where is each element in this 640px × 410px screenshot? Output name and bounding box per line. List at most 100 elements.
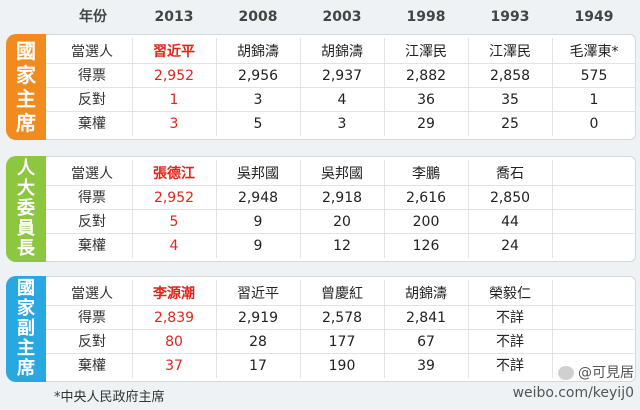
table-cell	[552, 330, 636, 354]
table-row: 反對 5 9 20 200 44	[46, 210, 636, 234]
table-cell: 2,956	[237, 68, 279, 84]
section-npc-chairman: 人 大 委 員 長 當選人 張德江 吳邦國 吳邦國 李鵬 喬石 得票 2,952…	[0, 156, 640, 262]
table-cell	[552, 162, 636, 186]
table-cell: 2,882	[405, 68, 447, 84]
section-title-char: 國	[17, 278, 35, 299]
table-header: 年份 2013 2008 2003 1998 1993 1949	[0, 4, 640, 30]
table-cell	[552, 306, 636, 330]
section-title-char: 家	[16, 63, 36, 87]
table-cell: 李鵬	[412, 166, 440, 182]
section-panel: 當選人 張德江 吳邦國 吳邦國 李鵬 喬石 得票 2,952 2,948 2,9…	[46, 156, 636, 262]
table-row: 當選人 張德江 吳邦國 吳邦國 李鵬 喬石	[46, 162, 636, 186]
section-title-char: 席	[17, 358, 35, 379]
watermark-handle: @可見居	[578, 365, 634, 381]
watermark: @可見居 weibo.com/keyij0	[513, 363, 634, 403]
section-title-char: 席	[16, 111, 36, 135]
table-cell: 3	[253, 92, 263, 108]
table-cell	[552, 210, 636, 234]
table-cell: 1	[169, 92, 179, 108]
table-cell: 67	[417, 334, 435, 350]
weibo-logo-icon	[558, 366, 574, 380]
table-cell: 9	[253, 238, 263, 254]
row-label: 棄權	[78, 358, 106, 374]
table-cell: 126	[412, 238, 440, 254]
table-cell: 江澤民	[489, 44, 531, 60]
table-cell: 2,919	[237, 310, 279, 326]
section-title-char: 委	[17, 198, 35, 219]
footnote: *中央人民政府主席	[54, 390, 165, 405]
table-row: 得票 2,952 2,956 2,937 2,882 2,858 575	[46, 64, 636, 88]
table-cell	[552, 282, 636, 306]
table-cell: 28	[249, 334, 267, 350]
section-title-npc-chairman: 人 大 委 員 長	[6, 156, 46, 262]
header-year: 年份	[79, 9, 107, 25]
table-cell: 35	[501, 92, 519, 108]
section-title-char: 副	[17, 318, 35, 339]
table-row: 當選人 習近平 胡錦濤 胡錦濤 江澤民 江澤民 毛澤東*	[46, 40, 636, 64]
table-cell	[552, 234, 636, 258]
table-cell: 24	[501, 238, 519, 254]
table-cell: 榮毅仁	[489, 286, 531, 302]
header-1993: 1993	[490, 9, 530, 25]
row-label: 棄權	[78, 238, 106, 254]
table-cell: 2,948	[237, 190, 279, 206]
table-cell: 喬石	[496, 166, 524, 182]
table-cell: 吳邦國	[321, 166, 363, 182]
header-2013: 2013	[154, 9, 194, 25]
row-label: 反對	[78, 334, 106, 350]
table-cell: 2,839	[153, 310, 195, 326]
section-title-char: 大	[17, 178, 35, 199]
table-cell: 江澤民	[405, 44, 447, 60]
table-cell: 190	[328, 358, 356, 374]
section-title-president: 國 家 主 席	[6, 34, 46, 140]
table-cell: 不詳	[496, 358, 524, 374]
table-row: 反對 80 28 177 67 不詳	[46, 330, 636, 354]
table-cell: 2,841	[405, 310, 447, 326]
table-cell: 80	[165, 334, 183, 350]
table-row: 棄權 4 9 12 126 24	[46, 234, 636, 258]
section-title-char: 主	[17, 338, 35, 359]
table-row: 得票 2,952 2,948 2,918 2,616 2,850	[46, 186, 636, 210]
table-cell: 575	[580, 68, 608, 84]
header-1998: 1998	[406, 9, 446, 25]
table-cell: 張德江	[153, 166, 195, 182]
section-title-char: 員	[17, 218, 35, 239]
table-cell: 36	[417, 92, 435, 108]
table-cell: 李源潮	[153, 286, 195, 302]
table-row: 當選人 李源潮 習近平 曾慶紅 胡錦濤 榮毅仁	[46, 282, 636, 306]
table-cell: 胡錦濤	[237, 44, 279, 60]
table-cell: 25	[501, 116, 519, 132]
table-cell: 3	[169, 116, 179, 132]
table-cell: 不詳	[496, 334, 524, 350]
table-cell	[552, 186, 636, 210]
section-title-char: 家	[17, 298, 35, 319]
row-label: 反對	[78, 92, 106, 108]
table-cell: 29	[417, 116, 435, 132]
section-president: 國 家 主 席 當選人 習近平 胡錦濤 胡錦濤 江澤民 江澤民 毛澤東* 得票 …	[0, 34, 640, 140]
table-cell: 吳邦國	[237, 166, 279, 182]
table-cell: 胡錦濤	[321, 44, 363, 60]
header-2008: 2008	[238, 9, 278, 25]
table-cell: 12	[333, 238, 351, 254]
table-cell: 2,952	[153, 68, 195, 84]
table-cell: 2,578	[321, 310, 363, 326]
section-title-char: 人	[17, 158, 35, 179]
section-panel: 當選人 習近平 胡錦濤 胡錦濤 江澤民 江澤民 毛澤東* 得票 2,952 2,…	[46, 34, 636, 140]
watermark-url: weibo.com/keyij0	[512, 385, 634, 401]
section-panel: 當選人 李源潮 習近平 曾慶紅 胡錦濤 榮毅仁 得票 2,839 2,919 2…	[46, 276, 636, 382]
table-cell: 曾慶紅	[321, 286, 363, 302]
table-cell: 4	[169, 238, 179, 254]
table-row: 反對 1 3 4 36 35 1	[46, 88, 636, 112]
table-cell: 3	[337, 116, 347, 132]
table-cell: 9	[253, 214, 263, 230]
table-cell: 2,918	[321, 190, 363, 206]
table-cell: 177	[328, 334, 356, 350]
table-cell: 17	[249, 358, 267, 374]
table-row: 棄權 37 17 190 39 不詳	[46, 354, 636, 378]
table-cell: 2,937	[321, 68, 363, 84]
table-cell: 39	[417, 358, 435, 374]
row-label: 當選人	[71, 44, 113, 60]
section-title-char: 主	[16, 87, 36, 111]
table-cell: 毛澤東*	[569, 44, 619, 60]
section-title-vice-president: 國 家 副 主 席	[6, 276, 46, 382]
